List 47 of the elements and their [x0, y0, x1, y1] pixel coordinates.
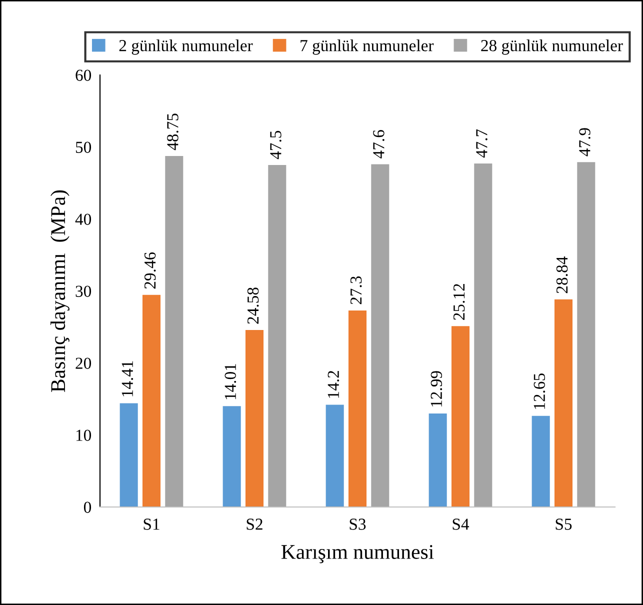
- data-label: 47.5: [270, 130, 282, 160]
- x-tick-label: S3: [350, 518, 366, 530]
- data-label: 47.9: [579, 128, 590, 156]
- bar: [428, 413, 447, 507]
- bar: [451, 326, 470, 507]
- data-label: 47.7: [476, 129, 488, 158]
- legend-label: 7 günlük numuneler: [300, 40, 434, 55]
- data-label: 12.65: [534, 374, 546, 409]
- bar: [120, 403, 138, 507]
- data-label: 25.12: [453, 284, 465, 320]
- bar: [326, 404, 344, 507]
- data-label: 28.84: [556, 256, 568, 294]
- data-label: 12.99: [430, 371, 442, 406]
- x-tick-label: S4: [452, 518, 470, 530]
- x-tick-label: S2: [246, 518, 262, 530]
- data-label: 48.75: [167, 114, 178, 150]
- data-label: 24.58: [247, 288, 259, 324]
- bar: [348, 310, 367, 507]
- y-tick-label: 60: [76, 70, 92, 81]
- bar: [577, 162, 596, 507]
- y-axis-title: Basınç dayanımı (MPa): [50, 190, 70, 392]
- legend-label: 2 günlük numuneler: [119, 40, 253, 55]
- data-label: 27.3: [350, 276, 362, 304]
- x-tick-label: S5: [556, 518, 572, 530]
- bar: [532, 416, 550, 507]
- bar: [245, 330, 264, 507]
- y-tick-label: 50: [76, 142, 92, 153]
- y-tick-label: 30: [76, 286, 92, 297]
- legend-label: 28 günlük numuneler: [481, 40, 623, 55]
- data-label: 29.46: [144, 252, 156, 289]
- data-label: 14.2: [328, 370, 340, 398]
- bar: [165, 156, 184, 507]
- y-tick-label: 0: [84, 502, 92, 513]
- bar: [371, 164, 390, 507]
- y-tick-label: 10: [76, 430, 92, 441]
- data-label: 14.01: [224, 364, 236, 400]
- y-tick-label: 40: [75, 214, 92, 225]
- bar: [268, 165, 286, 507]
- y-tick-label: 20: [76, 358, 92, 369]
- data-label: 14.41: [122, 361, 134, 396]
- data-label: 47.6: [373, 130, 384, 158]
- bar: [474, 164, 492, 507]
- x-tick-label: S1: [144, 518, 160, 530]
- bar: [554, 299, 573, 507]
- bar: [222, 406, 241, 507]
- bar: [142, 294, 161, 507]
- x-axis-title: Karışım numunesi: [281, 545, 434, 564]
